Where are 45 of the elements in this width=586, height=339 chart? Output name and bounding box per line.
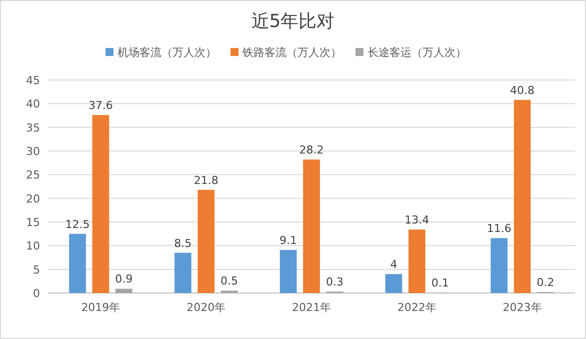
bar [490, 238, 508, 293]
y-tick-label: 15 [26, 216, 40, 229]
data-label: 4 [390, 258, 398, 272]
data-label: 13.4 [404, 214, 430, 227]
data-label: 0.3 [326, 276, 344, 289]
bar [385, 274, 402, 293]
data-label: 8.5 [174, 236, 192, 250]
chart-title: 近5年比对 [251, 11, 335, 32]
y-tick-label: 20 [26, 192, 40, 206]
y-tick-label: 0 [33, 287, 40, 300]
data-label: 37.6 [88, 99, 113, 112]
bar [115, 288, 132, 293]
bar [514, 100, 531, 293]
y-tick-label: 35 [26, 121, 40, 134]
data-label: 28.2 [299, 144, 324, 157]
y-tick-label: 5 [33, 263, 40, 276]
legend-label: 铁路客流（万人次） [242, 46, 342, 59]
bar [408, 230, 426, 293]
data-label: 9.1 [280, 234, 298, 247]
data-label: 0.5 [220, 274, 238, 288]
bar [303, 160, 320, 293]
bar [174, 252, 192, 293]
bar [69, 234, 86, 293]
x-tick-label: 2019年 [81, 301, 120, 314]
y-tick-label: 40 [26, 98, 40, 111]
data-label: 0.1 [431, 276, 449, 290]
bar [198, 190, 215, 293]
legend-label: 机场客流（万人次） [118, 46, 216, 59]
data-label: 12.5 [65, 218, 90, 231]
data-label: 21.8 [194, 174, 218, 187]
data-label: 40.8 [510, 84, 535, 97]
y-tick-label: 30 [26, 145, 40, 158]
y-tick-label: 10 [26, 240, 40, 253]
bar [92, 115, 110, 293]
x-tick-label: 2021年 [292, 301, 331, 314]
data-label: 11.6 [486, 222, 512, 236]
x-tick-label: 2020年 [186, 301, 226, 314]
x-tick-label: 2022年 [397, 301, 436, 314]
y-tick-label: 45 [26, 74, 40, 87]
y-tick-label: 25 [26, 168, 40, 182]
data-label: 0.2 [536, 276, 554, 290]
x-tick-label: 2023年 [502, 301, 542, 314]
legend-label: 长途客运（万人次） [368, 46, 466, 59]
bar [280, 250, 297, 293]
data-label: 0.9 [115, 272, 133, 286]
